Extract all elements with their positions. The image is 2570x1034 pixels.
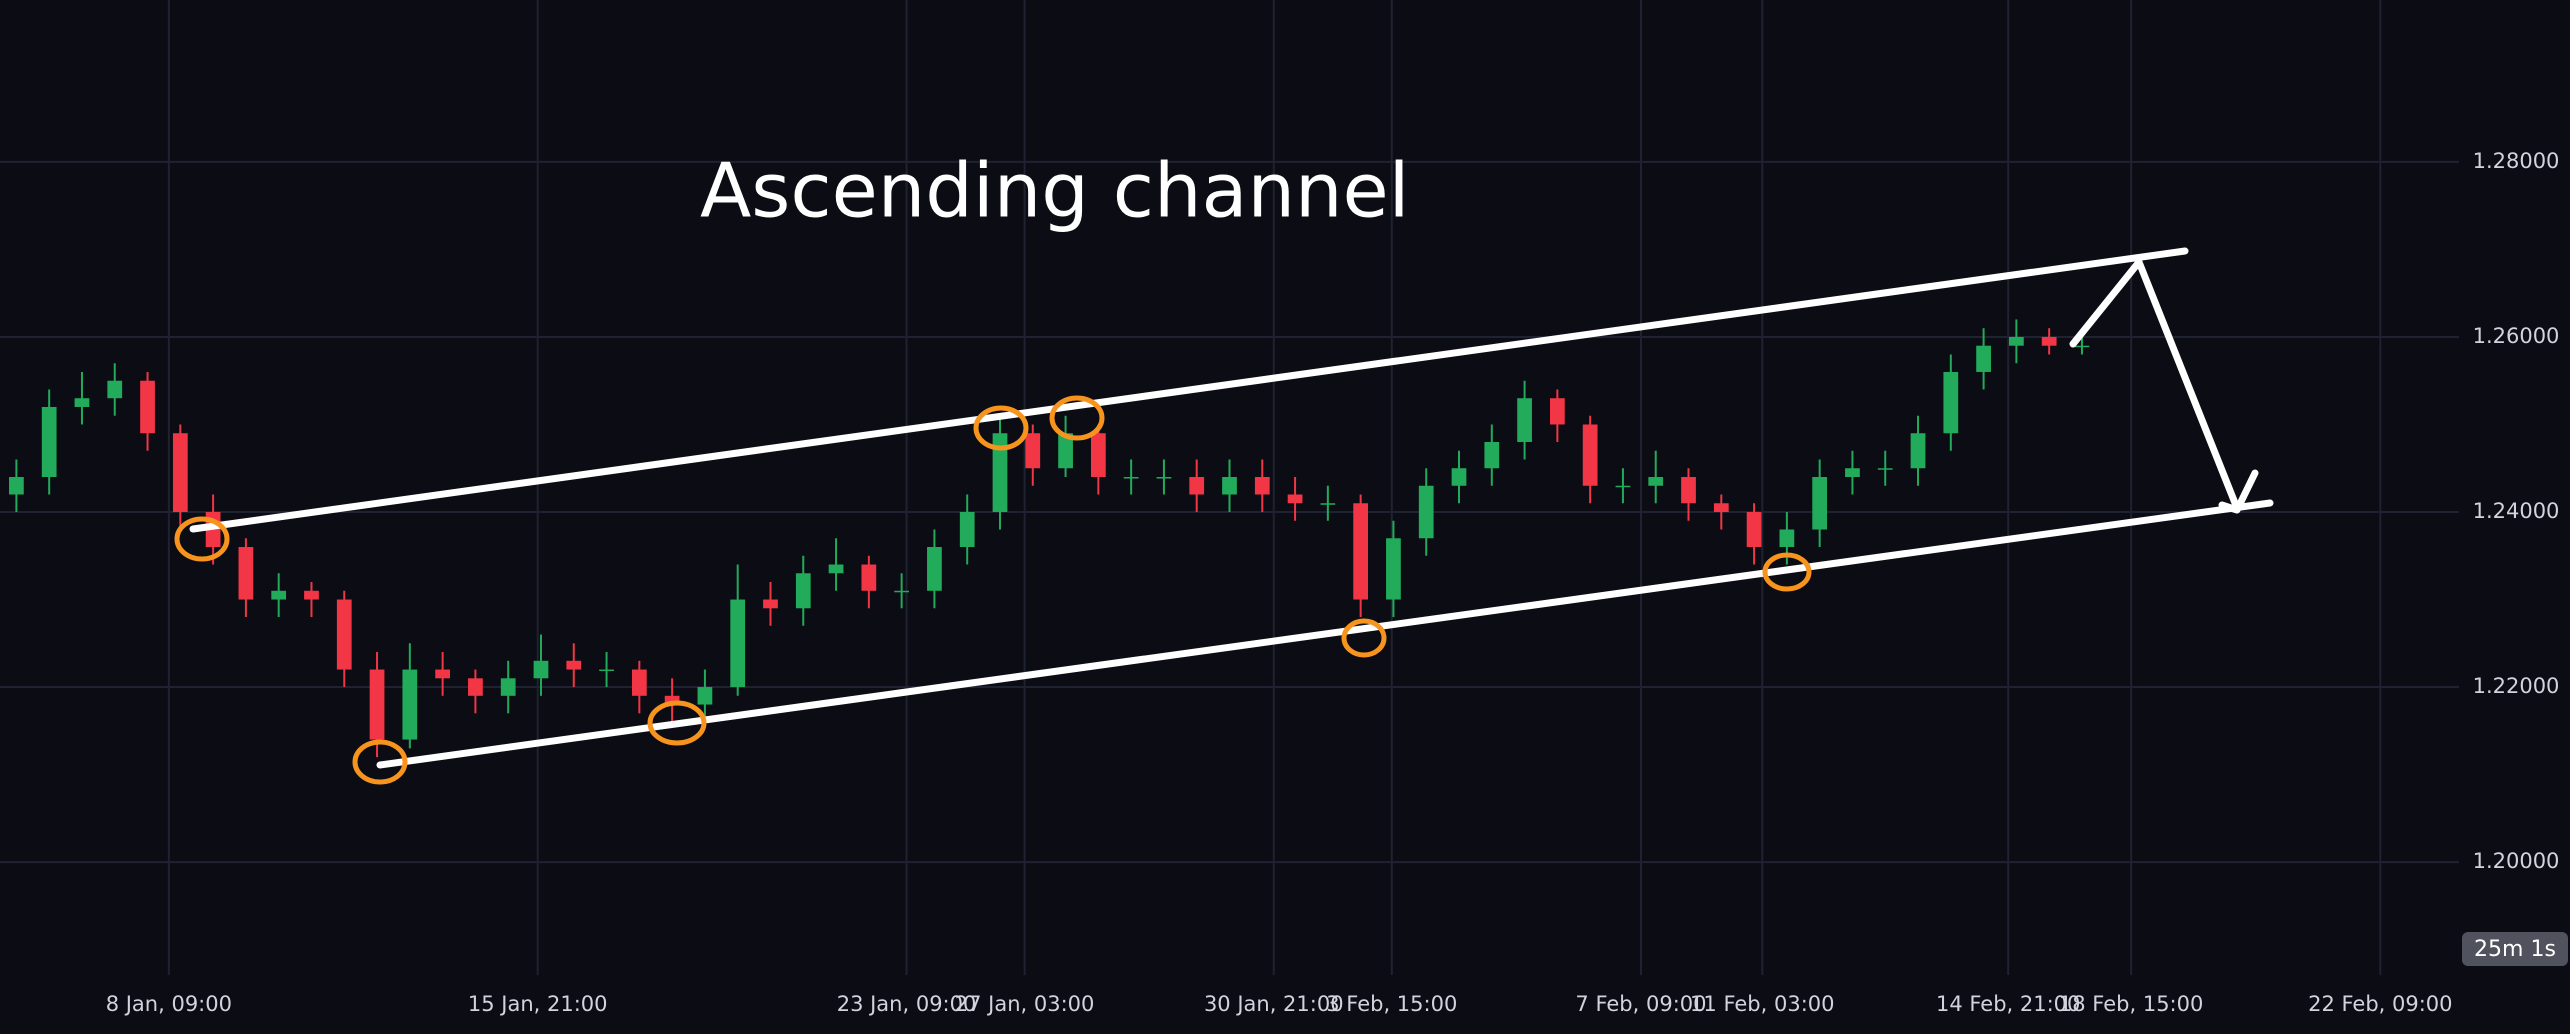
- candle-body: [369, 669, 385, 740]
- candle-body: [1517, 398, 1532, 442]
- candle-body: [1418, 485, 1434, 539]
- x-tick-label: 3 Feb, 15:00: [1326, 992, 1457, 1016]
- candle-body: [1058, 433, 1073, 469]
- candle-body: [1779, 529, 1795, 548]
- touch-point: [1341, 618, 1387, 658]
- touch-point: [647, 700, 707, 746]
- candle-body: [730, 599, 746, 688]
- candle-body: [2041, 336, 2057, 346]
- candle-body: [74, 398, 90, 407]
- x-tick-label: 15 Jan, 21:00: [468, 992, 608, 1016]
- candle-body: [2009, 336, 2024, 346]
- candle-body: [1615, 485, 1631, 488]
- candle-body: [1845, 468, 1860, 477]
- y-tick-label: 1.26000: [2473, 324, 2560, 348]
- arrow-head: [2218, 469, 2259, 514]
- candle-body: [1386, 538, 1401, 600]
- x-tick-label: 22 Feb, 09:00: [2308, 992, 2452, 1016]
- candle-body: [861, 564, 877, 591]
- candle-body: [664, 695, 680, 705]
- candle-body: [500, 678, 516, 696]
- candle-body: [468, 678, 483, 696]
- candles: [9, 319, 2090, 758]
- candle-body: [1877, 468, 1893, 470]
- channel-upper: [189, 247, 2189, 533]
- candle-body: [533, 660, 549, 679]
- axis-labels: 1.20000 1.22000 1.24000 1.26000 1.28000 8 Jan…: [106, 149, 2560, 1016]
- x-tick-label: 11 Feb, 03:00: [1690, 992, 1834, 1016]
- candle-body: [1090, 433, 1106, 477]
- x-tick-label: 18 Feb, 15:00: [2059, 992, 2203, 1016]
- countdown-badge: [2462, 932, 2568, 966]
- candle-body: [1254, 476, 1270, 495]
- candle-body: [1943, 371, 1959, 434]
- candle-body: [599, 669, 614, 672]
- projection-arrow: [2069, 258, 2241, 512]
- candle-body: [1582, 424, 1598, 486]
- candle-body: [697, 687, 713, 705]
- candle-body: [927, 547, 942, 591]
- y-tick-label: 1.24000: [2473, 499, 2560, 523]
- candle-body: [959, 512, 975, 548]
- candle-body: [1549, 398, 1565, 425]
- chart-title: Ascending channel: [700, 147, 1410, 235]
- candle-body: [828, 564, 844, 574]
- candle-body: [1156, 476, 1172, 479]
- candle-body: [1222, 476, 1237, 495]
- channel-lower: [376, 499, 2274, 769]
- y-tick-label: 1.20000: [2473, 849, 2560, 873]
- candle-body: [566, 660, 582, 670]
- candle-body: [1910, 433, 1926, 469]
- candle-body: [304, 590, 319, 600]
- candle-body: [140, 380, 155, 434]
- candle-body: [894, 590, 910, 593]
- candle-body: [1025, 433, 1041, 469]
- y-tick-label: 1.28000: [2473, 149, 2560, 173]
- candle-body: [41, 406, 57, 477]
- candle-body: [1812, 476, 1828, 530]
- candle-body: [435, 669, 450, 679]
- candle-body: [1746, 512, 1762, 548]
- candle-body: [1353, 503, 1369, 600]
- candle-body: [992, 433, 1008, 513]
- x-tick-label: 7 Feb, 09:00: [1575, 992, 1706, 1016]
- countdown-label: 25m 1s: [2474, 937, 2556, 962]
- candle-body: [271, 590, 287, 600]
- x-tick-label: 8 Jan, 09:00: [106, 992, 232, 1016]
- drawings: [174, 247, 2274, 785]
- candle-body: [336, 599, 352, 670]
- x-tick-label: 23 Jan, 09:00: [837, 992, 977, 1016]
- touch-point: [1049, 395, 1105, 441]
- candle-body: [402, 669, 418, 740]
- candle-body: [2074, 345, 2090, 348]
- x-tick-label: 30 Jan, 21:00: [1204, 992, 1344, 1016]
- candle-body: [1451, 468, 1467, 486]
- candle-body: [238, 547, 254, 600]
- touch-point: [352, 739, 408, 785]
- touch-point: [1762, 552, 1812, 592]
- y-tick-label: 1.22000: [2473, 674, 2560, 698]
- touch-point: [973, 405, 1029, 451]
- x-tick-label: 27 Jan, 03:00: [955, 992, 1095, 1016]
- candle-body: [1976, 345, 1991, 372]
- candle-body: [1320, 503, 1336, 505]
- touch-point: [174, 516, 230, 562]
- candle-body: [1648, 476, 1664, 486]
- candle-body: [1287, 494, 1303, 504]
- x-tick-label: 14 Feb, 21:00: [1936, 992, 2080, 1016]
- candle-body: [763, 599, 778, 609]
- candle-body: [1189, 476, 1205, 495]
- candle-body: [107, 380, 123, 399]
- candle-body: [1681, 476, 1696, 504]
- candle-body: [1123, 476, 1139, 479]
- candle-body: [1484, 441, 1500, 469]
- candle-body: [9, 476, 24, 495]
- candle-body: [172, 433, 188, 513]
- candle-body: [631, 669, 647, 696]
- candle-body: [795, 573, 811, 609]
- candle-body: [1713, 503, 1729, 513]
